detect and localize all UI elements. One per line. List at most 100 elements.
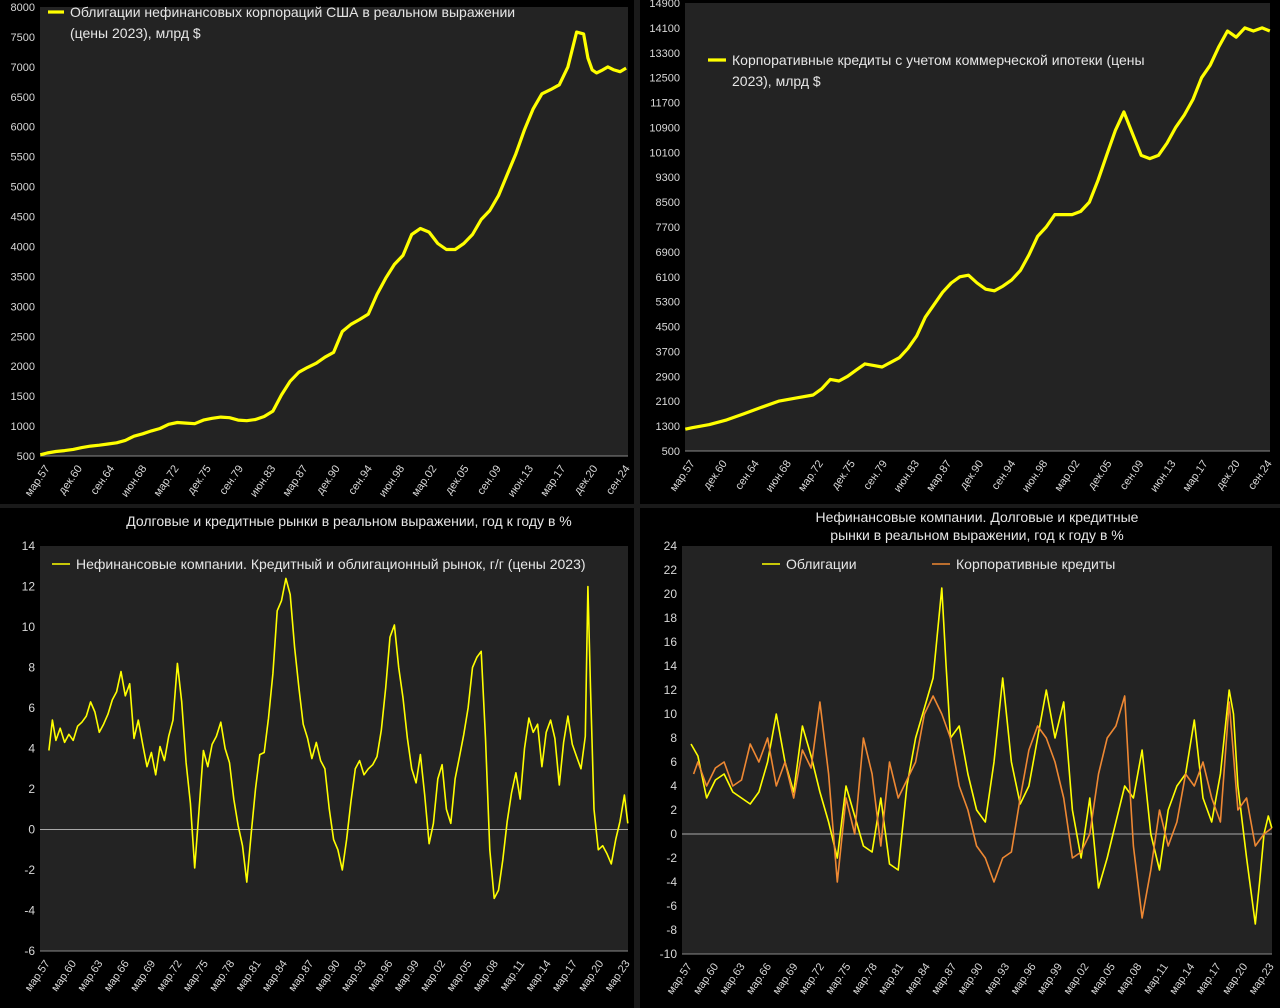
x-tick-label: мар.05 (1088, 961, 1118, 997)
y-tick-label: 4000 (11, 241, 35, 253)
x-tick-label: июн.83 (248, 463, 278, 499)
legend-label: Облигации (786, 556, 857, 572)
y-tick-label: 6 (670, 755, 677, 769)
legend-label: Корпоративные кредиты (956, 556, 1115, 572)
y-tick-label: 500 (662, 446, 680, 458)
y-tick-label: -10 (660, 947, 678, 961)
chart-title-line: рынки в реальном выражении, год к году в… (830, 527, 1123, 543)
x-tick-label: июн.83 (892, 458, 922, 494)
x-tick-label: сен.79 (861, 458, 890, 492)
legend: Облигации нефинансовых корпораций США в … (48, 4, 515, 41)
x-tick-label: дек.90 (958, 458, 987, 492)
y-tick-label: 0 (28, 823, 35, 837)
x-tick-label: мар.87 (929, 961, 959, 997)
y-tick-label: 3700 (656, 346, 680, 358)
x-tick-label: мар.93 (339, 958, 369, 994)
y-tick-label: 22 (664, 563, 678, 577)
y-tick-label: -2 (24, 863, 35, 877)
series-line-0 (48, 577, 629, 900)
x-tick-label: сен.94 (990, 458, 1019, 492)
y-tick-label: 2900 (656, 371, 680, 383)
x-tick-label: мар.99 (392, 958, 422, 994)
x-tick-label: мар.96 (366, 958, 396, 994)
x-tick-label: мар.14 (524, 958, 554, 994)
x-tick-label: июн.98 (1020, 458, 1050, 494)
x-tick-label: мар.69 (128, 958, 158, 994)
y-tick-label: 6 (28, 701, 35, 715)
plot-area (40, 546, 628, 951)
chart-yoy-split: Нефинансовые компании. Долговые и кредит… (660, 509, 1277, 997)
x-tick-label: дек.75 (185, 463, 214, 497)
y-tick-label: 10 (22, 620, 36, 634)
y-tick-label: 8000 (11, 2, 35, 14)
y-tick-label: 13300 (649, 48, 680, 60)
x-axis: мар.57мар.60мар.63мар.66мар.69мар.72мар.… (665, 961, 1277, 997)
y-tick-label: 14100 (649, 23, 680, 35)
legend-label: Нефинансовые компании. Кредитный и облиг… (76, 556, 586, 572)
y-tick-label: -6 (24, 944, 35, 958)
y-tick-label: -4 (24, 904, 35, 918)
series-line-1 (692, 695, 1273, 919)
x-tick-label: мар.84 (260, 958, 290, 994)
x-tick-label: мар.02 (1062, 961, 1092, 997)
x-tick-label: мар.87 (924, 458, 954, 494)
y-tick-label: -8 (666, 923, 677, 937)
series-line-0 (684, 26, 1271, 431)
y-tick-label: 3000 (11, 301, 35, 313)
x-axis: мар.57 дек.60 сен.64 июн.68 мар.72 дек.75 сен.… (23, 463, 633, 499)
x-tick-label: мар.63 (76, 958, 106, 994)
x-tick-label: мар.23 (603, 958, 633, 994)
x-tick-label: сен.09 (1118, 458, 1147, 492)
x-axis: мар.57 дек.60 сен.64 июн.68 мар.72 дек.75 сен.… (668, 458, 1275, 494)
y-tick-label: 18 (664, 611, 678, 625)
y-axis: 500 1000 1500 2000 2500 3000 3500 4000 4500 5000 5… (11, 2, 35, 463)
x-tick-label: мар.93 (982, 961, 1012, 997)
y-tick-label: 20 (664, 587, 678, 601)
legend-label: Корпоративные кредиты с учетом коммерчес… (732, 52, 1145, 68)
x-tick-label: мар.60 (691, 961, 721, 997)
x-tick-label: мар.81 (876, 961, 906, 997)
legend-label: 2023), млрд $ (732, 73, 821, 89)
x-tick-label: мар.17 (538, 463, 568, 499)
y-tick-label: 6500 (11, 92, 35, 104)
x-tick-label: мар.11 (1141, 961, 1170, 996)
y-tick-label: 12 (664, 683, 678, 697)
x-tick-label: мар.57 (668, 458, 698, 494)
y-tick-label: 12500 (649, 73, 680, 85)
x-tick-label: мар.81 (234, 958, 264, 994)
chart-title-line: Долговые и кредитные рынки в реальном вы… (126, 513, 571, 529)
chart-loans: 500 1300 2100 2900 3700 4500 5300 6100 6900 7700 8… (649, 0, 1275, 494)
x-tick-label: мар.17 (1181, 458, 1211, 494)
y-tick-label: 9300 (656, 172, 680, 184)
x-tick-label: мар.96 (1009, 961, 1039, 997)
plot-area (40, 7, 628, 456)
y-tick-label: 10 (664, 707, 678, 721)
x-tick-label: мар.75 (181, 958, 211, 994)
legend: Корпоративные кредиты с учетом коммерчес… (708, 52, 1145, 89)
series-line-0 (39, 30, 627, 457)
x-tick-label: мар.57 (665, 961, 695, 997)
y-tick-label: 7700 (656, 222, 680, 234)
legend: Нефинансовые компании. Кредитный и облиг… (52, 556, 586, 572)
x-tick-label: мар.90 (956, 961, 986, 997)
x-tick-label: мар.84 (903, 961, 933, 997)
x-tick-label: мар.08 (471, 958, 501, 994)
y-tick-label: -6 (666, 899, 677, 913)
y-tick-label: 10100 (649, 147, 680, 159)
x-tick-label: мар.72 (797, 961, 827, 997)
x-tick-label: июн.68 (119, 463, 149, 499)
x-tick-label: сен.24 (1246, 458, 1275, 492)
x-tick-label: мар.23 (1247, 961, 1277, 997)
chart-bonds: 500 1000 1500 2000 2500 3000 3500 4000 4500 5000 5… (11, 2, 633, 499)
y-tick-label: 8 (670, 731, 677, 745)
x-tick-label: мар.78 (850, 961, 880, 997)
x-tick-label: сен.94 (346, 463, 375, 497)
y-tick-label: 14 (22, 539, 36, 553)
x-tick-label: дек.20 (572, 463, 601, 497)
y-tick-label: 1000 (11, 421, 35, 433)
x-tick-label: июн.13 (506, 463, 536, 499)
y-tick-label: 2000 (11, 361, 35, 373)
x-tick-label: дек.05 (443, 463, 472, 497)
chart-title: Долговые и кредитные рынки в реальном вы… (126, 513, 571, 529)
